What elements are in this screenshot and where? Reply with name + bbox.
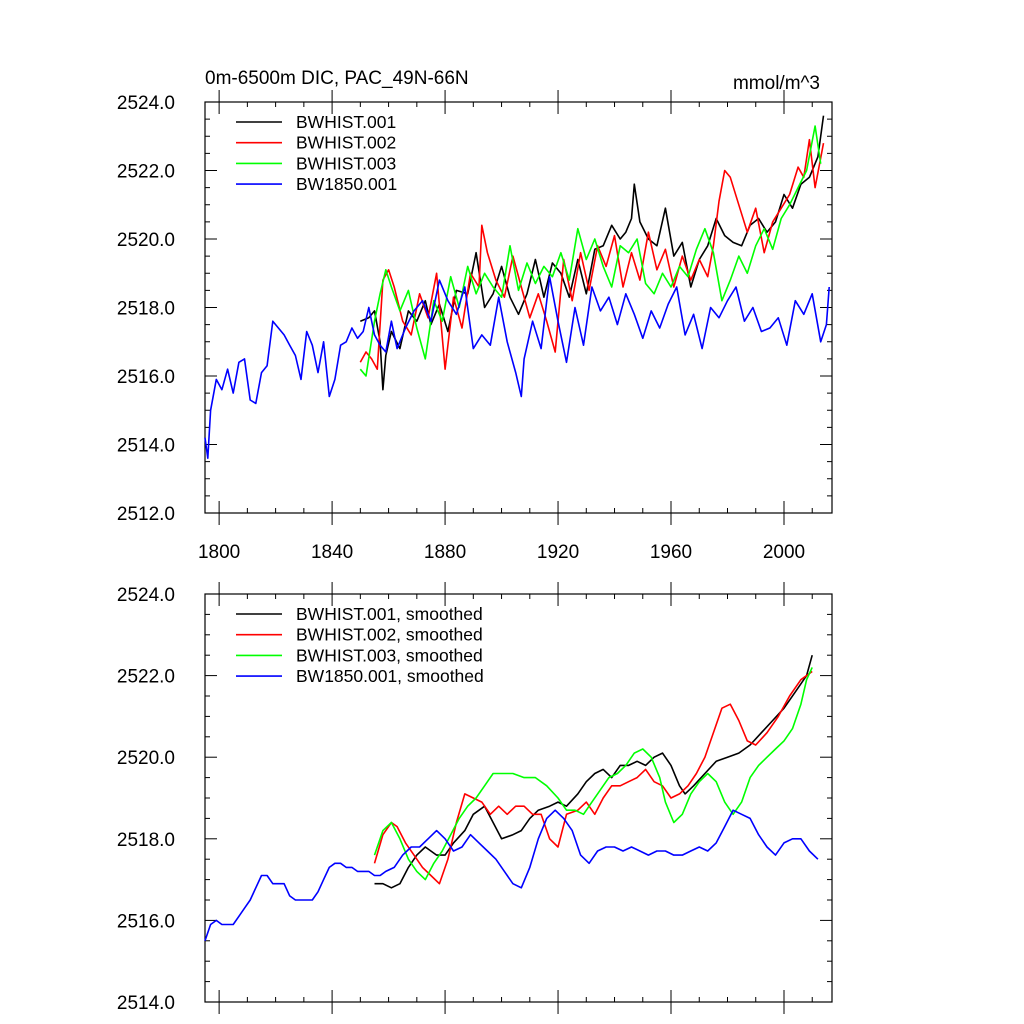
series-line (373, 667, 813, 881)
top-panel-raw: 1800 1840 1880 1920 1960 2000 2512.0 2514.0 2516… (117, 90, 833, 563)
series-line (359, 138, 825, 371)
series-line (204, 809, 819, 942)
series-line (373, 670, 813, 885)
x-tick-label: 1920 (537, 542, 579, 563)
y-tick-label: 2524.0 (117, 585, 175, 606)
series-line (204, 275, 830, 460)
y-tick-label: 2522.0 (117, 162, 175, 183)
y-tick-label: 2518.0 (117, 830, 175, 851)
legend-label: BWHIST.003 (296, 153, 396, 173)
legend-label: BW1850.001, smoothed (296, 666, 484, 686)
series-line (359, 125, 822, 377)
chart-units: mmol/m^3 (733, 73, 820, 94)
bottom-panel-smoothed: 2514.0 2516.0 2518.0 2520.0 2522.0 2524.0 BWHI… (117, 582, 833, 1014)
x-tick-label: 1840 (311, 542, 353, 563)
y-tick-label: 2524.0 (117, 93, 175, 114)
y-tick-label: 2512.0 (117, 504, 175, 525)
legend-label: BWHIST.001 (296, 112, 396, 132)
y-tick-label: 2514.0 (117, 993, 175, 1014)
legend-label: BWHIST.003, smoothed (296, 645, 483, 665)
plot-frame (204, 593, 833, 1003)
x-tick-label: 1960 (650, 542, 692, 563)
plot-frame (204, 101, 833, 514)
legend-label: BWHIST.002 (296, 133, 396, 153)
x-tick-label: 2000 (763, 542, 805, 563)
y-tick-label: 2514.0 (117, 436, 175, 457)
y-tick-label: 2522.0 (117, 667, 175, 688)
legend-label: BWHIST.001, smoothed (296, 604, 483, 624)
y-tick-label: 2520.0 (117, 748, 175, 769)
y-tick-label: 2520.0 (117, 230, 175, 251)
series-line (374, 654, 813, 889)
legend-label: BW1850.001 (296, 174, 397, 194)
legend-label: BWHIST.002, smoothed (296, 625, 483, 645)
y-tick-label: 2518.0 (117, 299, 175, 320)
chart-title: 0m-6500m DIC, PAC_49N-66N (205, 68, 469, 89)
y-tick-label: 2516.0 (117, 367, 175, 388)
x-tick-label: 1880 (424, 542, 466, 563)
x-tick-label: 1800 (198, 542, 240, 563)
y-tick-label: 2516.0 (117, 911, 175, 932)
